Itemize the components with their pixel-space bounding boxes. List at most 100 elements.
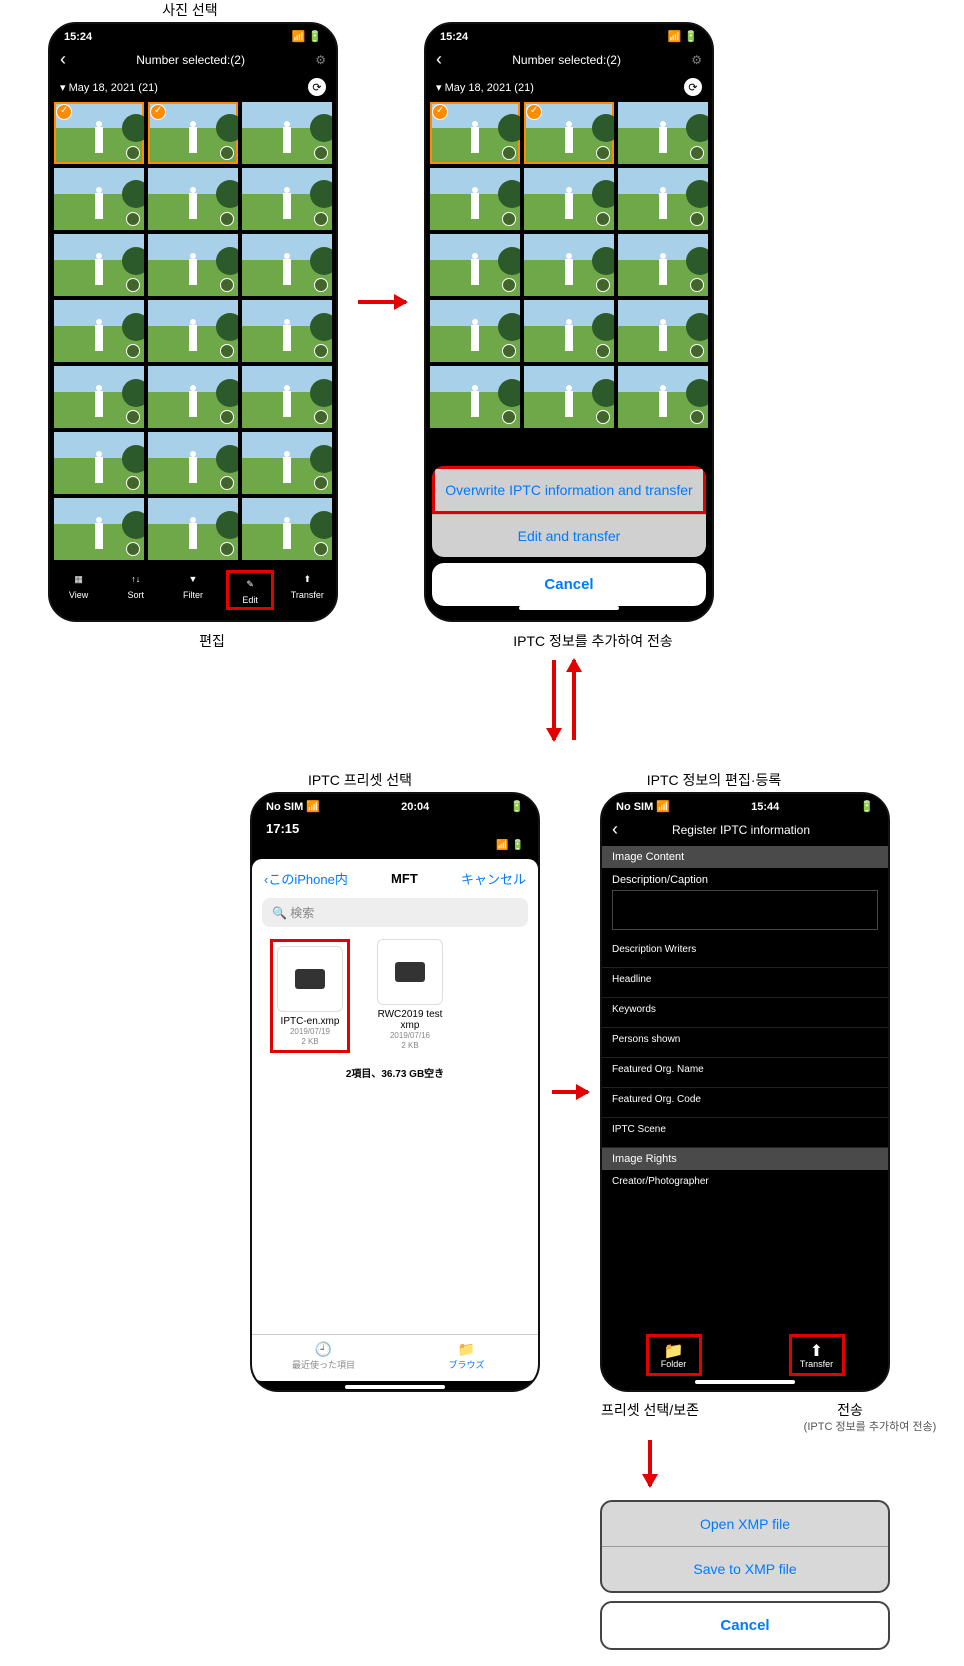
zoom-icon[interactable] (126, 542, 140, 556)
zoom-icon[interactable] (502, 212, 516, 226)
thumbnail[interactable] (242, 432, 332, 494)
transfer-button[interactable]: ⬆Transfer (283, 570, 331, 610)
zoom-icon[interactable] (220, 344, 234, 358)
thumbnail[interactable] (430, 234, 520, 296)
back-icon[interactable]: ‹ (612, 819, 618, 840)
field-persons[interactable]: Persons shown (602, 1028, 888, 1058)
gear-icon[interactable]: ⚙ (691, 53, 702, 67)
zoom-icon[interactable] (596, 344, 610, 358)
open-xmp-button[interactable]: Open XMP file (602, 1502, 888, 1546)
edit-button[interactable]: ✎Edit (226, 570, 274, 610)
zoom-icon[interactable] (690, 410, 704, 424)
thumbnail[interactable] (618, 366, 708, 428)
cancel-button[interactable]: Cancel (432, 563, 706, 606)
search-field[interactable]: 🔍 検索 (262, 898, 528, 927)
file-iptc-en[interactable]: Canon IPTC-en.xmp 2019/07/192 KB (270, 939, 350, 1053)
thumbnail[interactable] (54, 366, 144, 428)
tab-recent[interactable]: 🕘最近使った項目 (252, 1335, 395, 1381)
thumbnail[interactable] (430, 102, 520, 164)
edit-transfer-button[interactable]: Edit and transfer (432, 514, 706, 557)
thumbnail[interactable] (430, 366, 520, 428)
zoom-icon[interactable] (220, 278, 234, 292)
zoom-icon[interactable] (126, 278, 140, 292)
field-scene[interactable]: IPTC Scene (602, 1118, 888, 1148)
thumbnail[interactable] (618, 300, 708, 362)
thumbnail[interactable] (524, 168, 614, 230)
thumbnail[interactable] (148, 432, 238, 494)
zoom-icon[interactable] (502, 410, 516, 424)
field-headline[interactable]: Headline (602, 968, 888, 998)
zoom-icon[interactable] (220, 542, 234, 556)
thumbnail[interactable] (618, 102, 708, 164)
picker-back[interactable]: ‹このiPhone内 (264, 869, 348, 888)
save-xmp-button[interactable]: Save to XMP file (602, 1546, 888, 1591)
back-icon[interactable]: ‹ (436, 49, 442, 70)
zoom-icon[interactable] (126, 476, 140, 490)
thumbnail[interactable] (148, 498, 238, 560)
zoom-icon[interactable] (502, 344, 516, 358)
thumbnail[interactable] (242, 366, 332, 428)
thumbnail[interactable] (54, 432, 144, 494)
description-input[interactable] (612, 890, 878, 930)
thumbnail[interactable] (148, 300, 238, 362)
zoom-icon[interactable] (502, 278, 516, 292)
sync-icon[interactable]: ⟳ (684, 78, 702, 96)
zoom-icon[interactable] (126, 212, 140, 226)
zoom-icon[interactable] (126, 146, 140, 160)
thumbnail[interactable] (524, 300, 614, 362)
thumbnail[interactable] (242, 300, 332, 362)
overwrite-iptc-button[interactable]: Overwrite IPTC information and transfer (432, 466, 706, 514)
sort-button[interactable]: ↑↓Sort (112, 570, 160, 610)
zoom-icon[interactable] (314, 542, 328, 556)
thumbnail[interactable] (54, 102, 144, 164)
zoom-icon[interactable] (314, 278, 328, 292)
thumbnail[interactable] (430, 168, 520, 230)
thumbnail[interactable] (524, 234, 614, 296)
zoom-icon[interactable] (690, 344, 704, 358)
file-rwc2019[interactable]: Canon RWC2019 test xmp 2019/07/162 KB (370, 939, 450, 1053)
date-label[interactable]: ▾ May 18, 2021 (21) (60, 81, 158, 94)
field-creator[interactable]: Creator/Photographer (602, 1170, 888, 1199)
zoom-icon[interactable] (220, 146, 234, 160)
thumbnail[interactable] (618, 234, 708, 296)
tab-browse[interactable]: 📁ブラウズ (395, 1335, 538, 1381)
zoom-icon[interactable] (220, 212, 234, 226)
thumbnail[interactable] (524, 366, 614, 428)
thumbnail[interactable] (242, 102, 332, 164)
zoom-icon[interactable] (126, 410, 140, 424)
field-orgcode[interactable]: Featured Org. Code (602, 1088, 888, 1118)
zoom-icon[interactable] (502, 146, 516, 160)
zoom-icon[interactable] (314, 476, 328, 490)
date-label[interactable]: ▾ May 18, 2021 (21) (436, 81, 534, 94)
picker-cancel[interactable]: キャンセル (461, 869, 526, 888)
thumbnail[interactable] (242, 498, 332, 560)
thumbnail[interactable] (148, 102, 238, 164)
zoom-icon[interactable] (314, 146, 328, 160)
zoom-icon[interactable] (314, 212, 328, 226)
zoom-icon[interactable] (314, 410, 328, 424)
thumbnail[interactable] (148, 168, 238, 230)
zoom-icon[interactable] (596, 410, 610, 424)
view-button[interactable]: ▦View (55, 570, 103, 610)
zoom-icon[interactable] (596, 146, 610, 160)
sync-icon[interactable]: ⟳ (308, 78, 326, 96)
zoom-icon[interactable] (220, 410, 234, 424)
zoom-icon[interactable] (596, 212, 610, 226)
transfer-button[interactable]: ⬆Transfer (789, 1334, 845, 1376)
thumbnail[interactable] (148, 366, 238, 428)
thumbnail[interactable] (54, 234, 144, 296)
thumbnail[interactable] (524, 102, 614, 164)
zoom-icon[interactable] (220, 476, 234, 490)
thumbnail[interactable] (430, 300, 520, 362)
gear-icon[interactable]: ⚙ (315, 53, 326, 67)
thumbnail[interactable] (242, 168, 332, 230)
back-icon[interactable]: ‹ (60, 49, 66, 70)
zoom-icon[interactable] (690, 278, 704, 292)
field-writers[interactable]: Description Writers (602, 938, 888, 968)
zoom-icon[interactable] (690, 212, 704, 226)
field-orgname[interactable]: Featured Org. Name (602, 1058, 888, 1088)
thumbnail[interactable] (54, 300, 144, 362)
field-keywords[interactable]: Keywords (602, 998, 888, 1028)
thumbnail[interactable] (54, 168, 144, 230)
thumbnail[interactable] (242, 234, 332, 296)
